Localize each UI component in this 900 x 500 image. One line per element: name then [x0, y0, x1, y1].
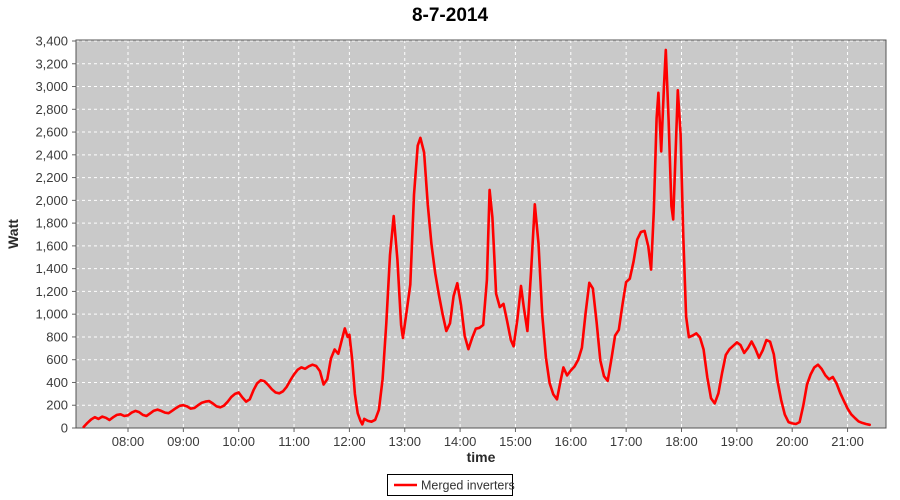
y-tick-label: 3,000	[35, 79, 68, 94]
legend: Merged inverters	[387, 474, 515, 496]
axis-ticks	[72, 40, 849, 432]
legend-item-label: Merged inverters	[421, 479, 515, 493]
x-tick-label: 14:00	[444, 434, 477, 449]
y-tick-label: 3,400	[35, 34, 68, 49]
x-tick-label: 21:00	[831, 434, 864, 449]
y-tick-label: 1,800	[35, 216, 68, 231]
y-tick-label: 0	[61, 421, 68, 436]
x-tick-label: 16:00	[555, 434, 588, 449]
x-tick-label: 15:00	[499, 434, 532, 449]
y-tick-label: 2,000	[35, 193, 68, 208]
gridlines	[76, 40, 886, 428]
x-tick-label: 08:00	[112, 434, 145, 449]
y-axis-label: Watt	[5, 219, 21, 249]
x-tick-label: 13:00	[388, 434, 421, 449]
x-tick-label: 18:00	[665, 434, 698, 449]
x-tick-label: 19:00	[721, 434, 754, 449]
y-tick-label: 1,400	[35, 261, 68, 276]
x-tick-label: 09:00	[167, 434, 200, 449]
y-tick-label: 2,400	[35, 147, 68, 162]
merged-inverters-line	[82, 48, 872, 429]
chart-title: 8-7-2014	[412, 5, 488, 26]
x-tick-label: 20:00	[776, 434, 809, 449]
x-tick-label: 11:00	[278, 434, 310, 449]
x-axis-label: time	[467, 449, 496, 465]
y-tick-label: 3,200	[35, 56, 68, 71]
x-tick-label: 12:00	[333, 434, 366, 449]
y-tick-label: 600	[46, 352, 68, 367]
y-tick-label: 800	[46, 329, 68, 344]
y-tick-label: 2,200	[35, 170, 68, 185]
plot-border	[75, 39, 887, 429]
y-tick-label: 2,600	[35, 125, 68, 140]
y-tick-label: 1,000	[35, 307, 68, 322]
y-tick-label: 1,600	[35, 238, 68, 253]
plot-background	[76, 40, 886, 428]
x-tick-label: 17:00	[610, 434, 643, 449]
legend-box	[387, 474, 513, 496]
y-tick-label: 2,800	[35, 102, 68, 117]
y-tick-label: 1,200	[35, 284, 68, 299]
x-tick-label: 10:00	[222, 434, 255, 449]
data-series	[82, 48, 872, 429]
axis-tick-labels: 0 200 400 600 800 1,000 1,200 1,400 1,600 1,800 2,…	[35, 34, 863, 450]
y-tick-label: 200	[46, 398, 68, 413]
y-tick-label: 400	[46, 375, 68, 390]
